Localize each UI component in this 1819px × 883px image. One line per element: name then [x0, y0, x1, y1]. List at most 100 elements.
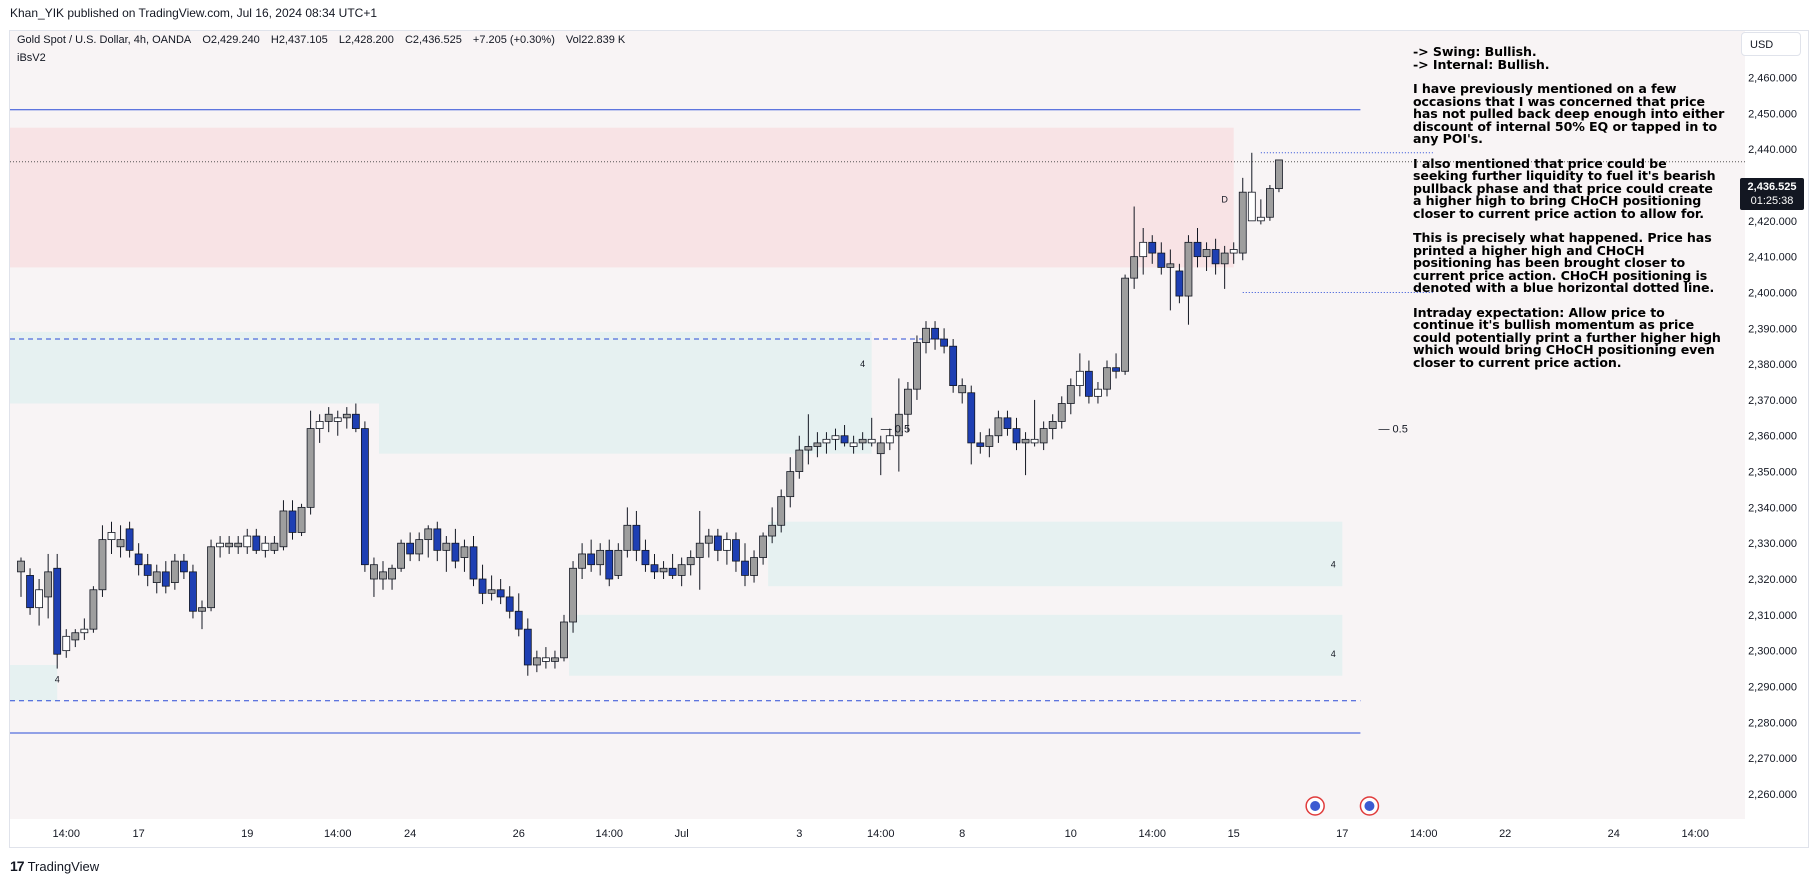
- supply-zone: [10, 127, 1234, 268]
- tradingview-brand[interactable]: 17 TradingView: [10, 858, 99, 874]
- candle-body: [822, 438, 831, 444]
- zone-label: 4: [1331, 560, 1336, 570]
- demand-zone: [569, 614, 1343, 676]
- candle-body: [1003, 417, 1012, 429]
- candle-body: [1039, 428, 1048, 444]
- candle-body: [668, 567, 677, 576]
- candle-body: [1103, 367, 1111, 390]
- equilibrium-label: — 0.5: [881, 424, 910, 436]
- note-paragraph-2: I also mentioned that price could be see…: [1413, 155, 1716, 221]
- candle-body: [931, 327, 939, 340]
- candle-body: [1220, 252, 1229, 265]
- price-tick-label: 2,270.000: [1748, 753, 1797, 765]
- bar-countdown: 01:25:38: [1750, 195, 1794, 207]
- candle-body: [1121, 277, 1129, 372]
- candle-body: [1211, 249, 1220, 265]
- last-price: 2,436.525: [1747, 181, 1797, 193]
- candle-body: [723, 539, 731, 551]
- candle-body: [885, 435, 894, 444]
- candle-body: [198, 607, 206, 612]
- candle-body: [35, 589, 44, 609]
- candle-body: [71, 632, 80, 641]
- price-chart[interactable]: 4 4 4 4 D — 0.5 — 0.5 2,260.000 2,270.000 2,280.0…: [10, 31, 1808, 847]
- candle-body: [795, 449, 804, 472]
- price-tick-label: 2,370.000: [1748, 395, 1797, 407]
- candle-body: [1085, 370, 1093, 397]
- price-axis[interactable]: [1745, 31, 1808, 847]
- candle-body: [306, 428, 315, 508]
- candle-body: [297, 506, 306, 533]
- candle-body: [478, 578, 487, 594]
- candle-body: [1256, 216, 1265, 222]
- candle-body: [813, 442, 822, 447]
- candle-body: [1166, 263, 1175, 268]
- candle-body: [351, 413, 360, 429]
- note-paragraph-1: I have previously mentioned on a few occ…: [1413, 81, 1725, 146]
- price-tick-label: 2,340.000: [1748, 502, 1797, 514]
- candle-body: [578, 553, 586, 569]
- candle-body: [804, 446, 813, 451]
- candle-body: [487, 589, 496, 594]
- candle-body: [1148, 241, 1157, 254]
- note-paragraph-3: This is precisely what happened. Price h…: [1413, 230, 1715, 295]
- candle-body: [759, 535, 767, 558]
- candle-body: [1157, 252, 1166, 268]
- equilibrium-label: — 0.5: [1379, 424, 1408, 436]
- indicator-label[interactable]: iBsV2: [17, 52, 46, 64]
- candle-body: [161, 571, 170, 587]
- price-tick-label: 2,350.000: [1748, 467, 1797, 479]
- candle-body: [189, 571, 197, 612]
- candle-body: [949, 345, 958, 387]
- symbol-name[interactable]: Gold Spot / U.S. Dollar, 4h, OANDA: [17, 34, 192, 46]
- economic-event-flag-icon: [1310, 801, 1321, 811]
- note-internal: -> Internal: Bullish.: [1413, 56, 1550, 72]
- candle-body: [867, 438, 876, 444]
- price-tick-label: 2,360.000: [1748, 431, 1797, 443]
- high-value: H2,437.105: [270, 34, 328, 46]
- candle-body: [53, 567, 62, 655]
- candle-body: [614, 549, 623, 576]
- candle-body: [424, 528, 433, 541]
- candle-body: [1094, 388, 1102, 397]
- candle-body: [994, 417, 1003, 437]
- candle-body: [360, 428, 369, 566]
- price-tick-label: 2,260.000: [1748, 789, 1797, 801]
- candle-body: [650, 564, 659, 573]
- candle-body: [913, 342, 921, 390]
- candle-body: [333, 417, 342, 422]
- demand-zone: [10, 664, 58, 701]
- candle-body: [442, 542, 451, 551]
- candle-body: [469, 546, 478, 580]
- candle-body: [44, 571, 53, 598]
- time-tick-label: Jul: [675, 828, 689, 840]
- chart-frame[interactable]: 4 4 4 4 D — 0.5 — 0.5 2,260.000 2,270.000 2,280.0…: [9, 30, 1809, 848]
- candle-body: [505, 596, 514, 612]
- time-tick-label: 14:00: [1410, 828, 1438, 840]
- candle-body: [659, 567, 668, 573]
- time-tick-label: 10: [1065, 828, 1077, 840]
- currency-button[interactable]: USD: [1741, 32, 1801, 56]
- candle-body: [17, 560, 25, 573]
- candle-body: [976, 442, 985, 447]
- candle-body: [1202, 249, 1211, 258]
- price-tick-label: 2,320.000: [1748, 574, 1797, 586]
- price-tick-label: 2,310.000: [1748, 610, 1797, 622]
- volume-value: Vol22.839 K: [565, 34, 626, 46]
- time-tick-label: 8: [959, 828, 965, 840]
- candle-body: [677, 564, 686, 576]
- candle-body: [632, 524, 641, 551]
- candle-body: [98, 539, 107, 591]
- demand-zone: [379, 403, 872, 454]
- candle-body: [1247, 191, 1256, 222]
- candle-body: [560, 621, 568, 659]
- candle-body: [62, 635, 71, 652]
- time-axis[interactable]: [10, 819, 1745, 847]
- candle-body: [750, 557, 758, 576]
- publisher-header: Khan_YIK published on TradingView.com, J…: [10, 6, 378, 20]
- candle-body: [1075, 370, 1084, 387]
- time-tick-label: 15: [1228, 828, 1240, 840]
- candle-body: [1193, 241, 1202, 258]
- candle-body: [922, 327, 930, 344]
- candle-body: [1030, 438, 1039, 444]
- symbol-legend[interactable]: Gold Spot / U.S. Dollar, 4h, OANDA O2,42…: [17, 34, 633, 46]
